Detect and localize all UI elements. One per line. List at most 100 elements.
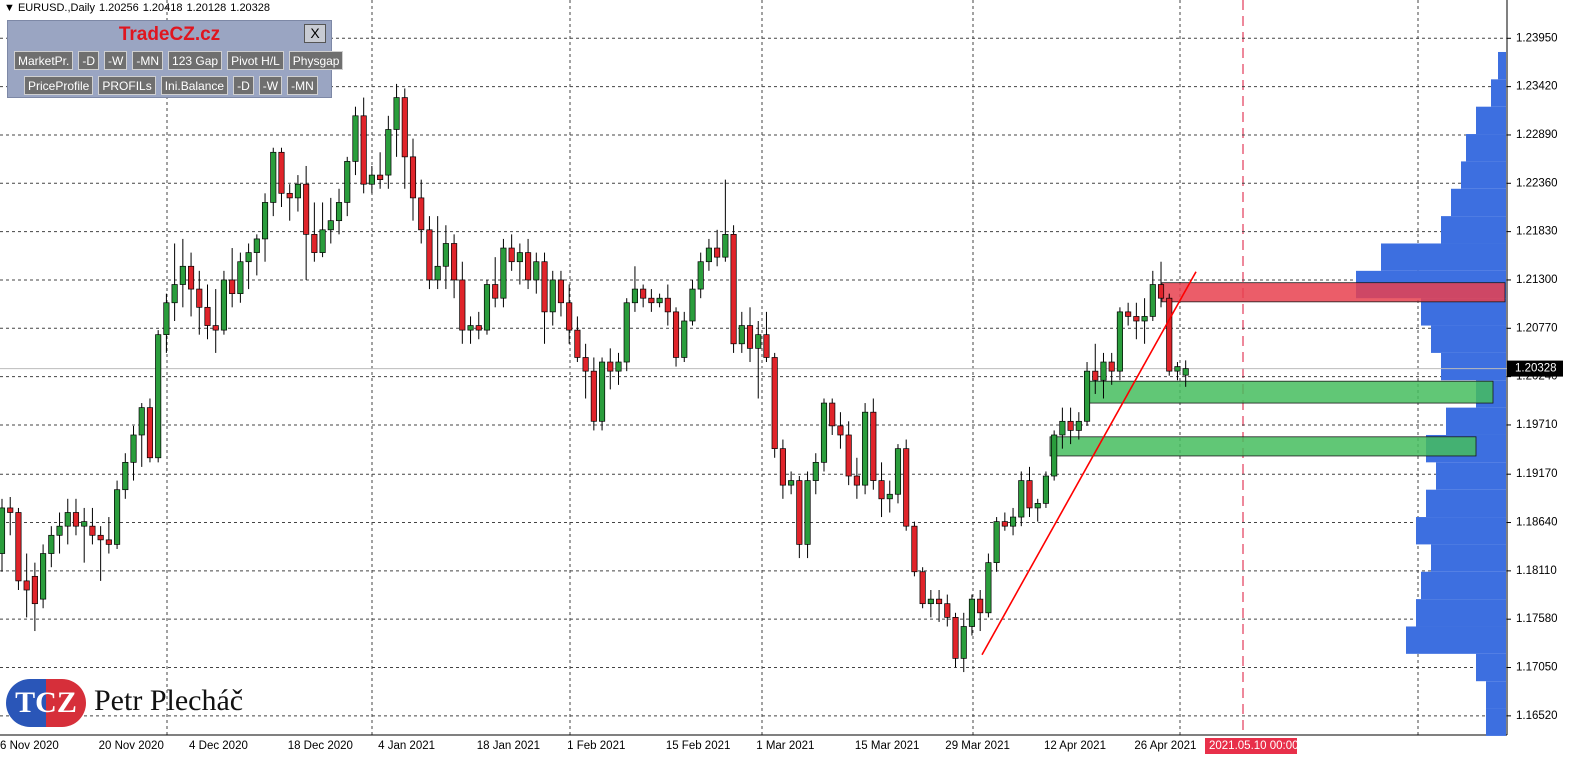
- candle-body: [97, 534, 104, 541]
- logo: TCZ: [6, 679, 86, 727]
- button-row: MarketPr. -D -W -MN 123 Gap Pivot H/L Physgap: [14, 51, 344, 70]
- profile-bar: [1498, 51, 1506, 80]
- candle-body: [303, 183, 310, 235]
- candle-body: [286, 192, 293, 199]
- candle-body: [319, 229, 326, 253]
- candle-body: [894, 448, 902, 495]
- candle-body: [779, 448, 786, 486]
- candle-body: [130, 434, 137, 463]
- candle-body: [845, 434, 852, 477]
- candle-body: [615, 361, 622, 372]
- profile-bar: [1381, 243, 1506, 271]
- candle-body: [48, 534, 55, 554]
- candle-body: [746, 325, 754, 349]
- candle-body: [582, 357, 589, 372]
- candle-body: [1141, 316, 1148, 322]
- candle-body: [549, 279, 556, 313]
- candle-body: [714, 247, 721, 258]
- toolbar-button[interactable]: -W: [258, 76, 283, 95]
- candle-body: [557, 279, 565, 304]
- toolbar-button[interactable]: PriceProfile: [24, 76, 94, 95]
- x-tick-label: 26 Apr 2021: [1134, 740, 1196, 752]
- candle-body: [919, 571, 926, 605]
- y-tick-label: 1.18110: [1516, 565, 1557, 577]
- candle-body: [31, 575, 38, 605]
- candle-body: [1059, 420, 1066, 436]
- profile-bar: [1491, 79, 1506, 107]
- candle-body: [492, 284, 499, 299]
- y-tick-label: 1.16520: [1516, 710, 1558, 722]
- toolbar-button[interactable]: PROFILs: [98, 76, 156, 95]
- candle-body: [1083, 370, 1091, 422]
- candle-body: [927, 598, 934, 605]
- close-value: 1.20328: [230, 2, 271, 14]
- high-value: 1.20418: [142, 2, 183, 14]
- toolbar-button[interactable]: MarketPr.: [14, 51, 74, 70]
- candle-body: [985, 562, 992, 614]
- y-tick-label: 1.21830: [1516, 226, 1558, 238]
- candle-body: [853, 475, 860, 486]
- candle-body: [179, 265, 186, 285]
- candle-body: [72, 512, 80, 527]
- profile-bar: [1451, 188, 1506, 217]
- candle-body: [1051, 434, 1058, 477]
- profile-bar: [1461, 161, 1506, 189]
- candle-body: [294, 183, 301, 199]
- candle-body: [730, 234, 737, 345]
- candle-body: [631, 288, 638, 304]
- candle-body: [640, 288, 647, 299]
- candle-body: [459, 279, 466, 331]
- candle-body: [862, 411, 869, 486]
- candle-body: [475, 325, 482, 331]
- candle-body: [1182, 368, 1189, 376]
- y-tick-label: 1.19170: [1516, 468, 1558, 480]
- toolbar-button[interactable]: -D: [233, 76, 254, 95]
- candle-body: [442, 243, 449, 267]
- candle-body: [648, 297, 655, 304]
- toolbar-button[interactable]: Ini.Balance: [160, 76, 229, 95]
- candle-body: [977, 598, 984, 614]
- x-tick-label: 4 Dec 2020: [189, 740, 248, 752]
- toolbar-button[interactable]: -D: [78, 51, 100, 70]
- candle-body: [681, 320, 688, 358]
- toolbar-button[interactable]: -MN: [287, 76, 318, 95]
- y-tick-label: 1.21300: [1516, 274, 1558, 286]
- candle-body: [952, 617, 959, 659]
- logo-mark: TCZ: [6, 679, 86, 727]
- zone: [1161, 282, 1506, 303]
- candle-body: [903, 448, 910, 527]
- candle-body: [171, 284, 178, 304]
- candle-body: [566, 302, 573, 331]
- candle-body: [146, 407, 154, 459]
- candle-body: [656, 297, 663, 304]
- close-button[interactable]: X: [304, 24, 326, 43]
- candle-body: [467, 325, 474, 331]
- x-tick-label: 18 Dec 2020: [288, 740, 353, 752]
- toolbar-button[interactable]: 123 Gap: [168, 51, 223, 70]
- candle-body: [804, 480, 811, 545]
- candle-body: [1108, 361, 1115, 372]
- toolbar-button[interactable]: Physgap: [288, 51, 344, 70]
- profile-bar: [1431, 325, 1506, 353]
- x-tick-label: 12 Apr 2021: [1044, 740, 1106, 752]
- y-tick-label: 1.23420: [1516, 81, 1558, 93]
- x-tick-label: 4 Jan 2021: [378, 740, 435, 752]
- x-tick-label: 6 Nov 2020: [0, 740, 59, 752]
- toolbar-button[interactable]: -W: [104, 51, 128, 70]
- candle-body: [664, 297, 671, 313]
- y-tick-label: 1.20770: [1516, 322, 1558, 334]
- toolbar-button[interactable]: -MN: [132, 51, 164, 70]
- y-tick-label: 1.22890: [1516, 129, 1558, 141]
- profile-bar: [1441, 352, 1506, 381]
- candle-body: [360, 115, 367, 185]
- profile-bar: [1416, 517, 1506, 545]
- candle-body: [1174, 366, 1181, 372]
- candle-body: [812, 461, 819, 481]
- candle-body: [7, 507, 14, 513]
- y-tick-label: 1.17580: [1516, 613, 1558, 625]
- candle-body: [755, 334, 762, 349]
- toolbar-button[interactable]: Pivot H/L: [227, 51, 284, 70]
- candle-body: [229, 279, 236, 294]
- profile-bar: [1446, 407, 1506, 435]
